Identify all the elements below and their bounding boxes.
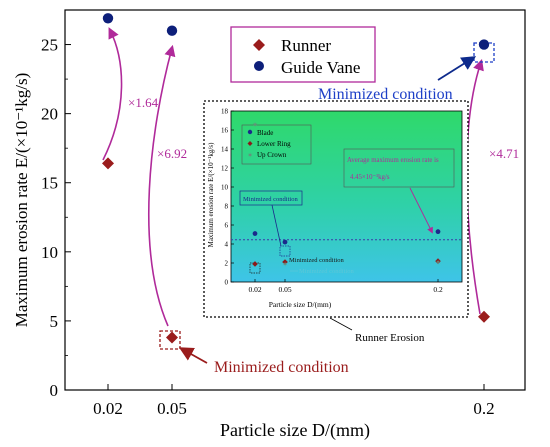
ratio-arrow-005 — [147, 44, 176, 327]
main-y-tick-label: 5 — [50, 312, 59, 331]
guide-vane-point — [102, 13, 114, 24]
inset-blade-min-arrow — [271, 204, 282, 247]
inset-x-tick-label: 0.05 — [278, 285, 291, 294]
main-y-tick-label: 25 — [41, 36, 58, 55]
main-y-tick-label: 15 — [41, 174, 58, 193]
inset-legend-lower-ring-marker — [247, 141, 253, 146]
legend-guide-vane-marker — [254, 61, 264, 71]
inset-blade-point — [282, 239, 288, 245]
guide-vane-min-arrow — [437, 56, 477, 81]
inset-average-text-2: 4.45×10⁻¹kg/s — [350, 174, 390, 181]
inset-y-tick-label: 8 — [225, 203, 229, 211]
inset-y-tick-label: 16 — [221, 127, 229, 135]
runner-point — [102, 157, 114, 170]
legend-guide-vane-label: Guide Vane — [281, 58, 360, 77]
main-y-axis-label: Maximum erosion rate E/(×10⁻¹kg/s) — [12, 73, 31, 328]
runner-point — [478, 310, 490, 323]
main-x-tick-label: 0.2 — [473, 399, 494, 418]
inset-up-crown-point: ✶ — [282, 260, 288, 268]
main-x-tick-label: 0.02 — [93, 399, 123, 418]
runner-min-box — [159, 330, 181, 350]
inset-lower-ring-min-label: Minimized condition — [289, 257, 344, 264]
inset-up-crown-point: ✶ — [435, 259, 441, 267]
inset-legend-up-crown-label: Up Crown — [257, 151, 287, 159]
inset-y-axis-label: Maximum erosion rate E/(×10⁻¹kg/s) — [207, 142, 215, 247]
ratio-arrow-02 — [465, 58, 484, 315]
main-y-tick-label: 0 — [50, 381, 59, 400]
inset-blade-min-label: Minimized condition — [243, 196, 298, 203]
main-x-axis-label: Particle size D/(mm) — [220, 420, 370, 441]
ratio-label-02: ×4.71 — [489, 146, 519, 161]
main-y-tick-label: 20 — [41, 105, 58, 124]
inset-caption-pointer — [329, 317, 353, 331]
legend-runner-label: Runner — [281, 36, 331, 55]
inset-y-tick-label: 12 — [221, 165, 229, 173]
runner-min-arrow — [178, 347, 208, 364]
guide-vane-point — [478, 39, 490, 50]
main-legend: Runner Guide Vane — [230, 26, 376, 83]
inset-legend-blade-marker — [247, 129, 253, 135]
inset-plot-area — [230, 110, 463, 283]
runner-point — [166, 331, 178, 344]
main-x-tick-label: 0.05 — [157, 399, 187, 418]
inset-caption: Runner Erosion — [355, 332, 425, 344]
inset-blade-min-box — [239, 190, 303, 206]
main-plot-frame — [64, 9, 526, 391]
inset-y-tick-label: 10 — [221, 184, 229, 192]
guide-vane-point — [166, 25, 178, 36]
inset-chart: 0 2 4 6 8 10 12 14 16 18 0.02 0.05 0.2 Blade Lower … — [203, 100, 469, 344]
inset-legend-blade-label: Blade — [257, 129, 273, 137]
inset-lower-ring-point — [282, 259, 288, 265]
ratio-label-005: ×6.92 — [157, 146, 187, 161]
inset-average-arrow — [409, 187, 433, 234]
inset-average-text-1: Average maximum erosion rate is — [347, 157, 439, 164]
inset-y-tick-label: 2 — [225, 260, 229, 268]
legend-runner-marker — [253, 39, 265, 51]
inset-x-tick-label: 0.2 — [433, 285, 443, 294]
runner-min-label: Minimized condition — [214, 359, 349, 376]
inset-y-tick-label: 0 — [225, 279, 229, 287]
inset-x-axis-label: Particle size D/(mm) — [269, 300, 332, 309]
inset-y-tick-label: 6 — [225, 222, 229, 230]
inset-lower-ring-point — [252, 261, 258, 267]
inset-y-tick-label: 4 — [225, 241, 229, 249]
inset-x-tick-label: 0.02 — [248, 285, 261, 294]
inset-up-crown-point: ✶ — [252, 121, 258, 129]
main-y-tick-label: 10 — [41, 243, 58, 262]
inset-y-tick-label: 18 — [221, 108, 229, 116]
inset-legend-lower-ring-label: Lower Ring — [257, 140, 291, 148]
inset-legend — [241, 124, 312, 165]
ratio-arrow-002 — [102, 27, 123, 161]
guide-vane-min-label: Minimized condition — [318, 86, 453, 103]
inset-y-tick-label: 14 — [221, 146, 229, 154]
inset-blade-point — [435, 229, 441, 235]
inset-average-box — [343, 148, 455, 188]
inset-legend-up-crown-marker: ✶ — [247, 152, 253, 160]
inset-blade-point — [252, 231, 258, 236]
inset-lower-ring-point — [435, 258, 441, 264]
inset-blade-min-marker-box — [279, 245, 291, 257]
inset-up-crown-min-label: Minimized condition — [299, 268, 354, 275]
ratio-label-002: ×1.64 — [128, 95, 159, 110]
